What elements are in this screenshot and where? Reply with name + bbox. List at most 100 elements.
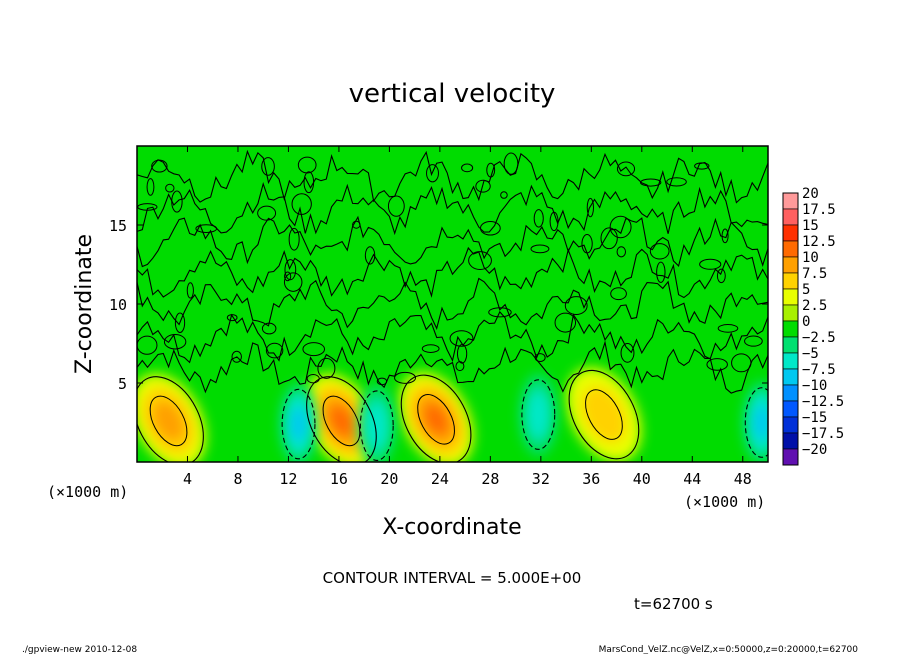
x-axis-label: X-coordinate	[382, 515, 521, 540]
eddy-contour	[284, 271, 292, 282]
colorbar-label: −2.5	[802, 330, 836, 346]
eddy-contour	[721, 228, 729, 244]
x-tick-label: 20	[380, 470, 398, 488]
x-unit-label: (×1000 m)	[684, 493, 765, 511]
contour-interval-note: CONTOUR INTERVAL = 5.000E+00	[323, 569, 582, 587]
zero-contour	[137, 149, 768, 204]
eddy-contour	[534, 353, 546, 363]
colorbar-label: 5	[802, 282, 810, 298]
colorbar-label: −5	[802, 346, 819, 362]
eddy-contour	[731, 353, 752, 373]
eddy-contour	[717, 324, 739, 333]
y-unit-label: (×1000 m)	[47, 483, 128, 501]
colorbar-label: 15	[802, 218, 819, 234]
zero-contour	[137, 277, 768, 330]
footer-left: ./gpview-new 2010-12-08	[22, 645, 137, 654]
colorbar-swatch	[782, 240, 799, 258]
x-axis-ticks: 4 8 12 16 20 24 28 32 36 40 44 48	[183, 146, 752, 488]
zero-contour	[137, 182, 768, 236]
eddy-contour	[620, 343, 635, 363]
eddy-contour	[376, 377, 388, 386]
eddy-contour	[616, 246, 626, 258]
time-note: t=62700 s	[634, 595, 713, 613]
eddy-contour	[317, 357, 336, 379]
eddy-contour	[394, 371, 417, 384]
colorbar-swatch	[782, 304, 799, 322]
eddy-contour	[288, 227, 300, 251]
colorbar-swatch	[782, 384, 799, 402]
colorbar: 2017.51512.5107.552.50−2.5−5−7.5−10−12.5…	[782, 186, 844, 466]
eddy-contour	[503, 152, 519, 175]
colorbar-swatch	[782, 368, 799, 386]
eddy-contour	[387, 195, 405, 217]
downdraft-cell	[742, 381, 768, 462]
velocity-field	[137, 367, 768, 462]
eddy-contour	[352, 220, 361, 229]
colorbar-label: −10	[802, 378, 827, 394]
updraft-inner-contour	[149, 395, 188, 447]
zero-contour	[137, 340, 768, 394]
colorbar-label: −20	[802, 442, 827, 458]
eddy-contour	[421, 344, 440, 353]
eddy-contour	[171, 190, 183, 213]
x-tick-label: 8	[233, 470, 242, 488]
colorbar-swatch	[782, 208, 799, 226]
eddy-contour	[302, 342, 326, 357]
eddy-contour	[146, 178, 155, 196]
colorbar-swatch	[782, 272, 799, 290]
eddy-contour	[639, 178, 662, 187]
colorbar-swatch	[782, 448, 799, 466]
eddy-contour	[257, 205, 277, 221]
colorbar-label: 7.5	[802, 266, 827, 282]
chart-title: vertical velocity	[349, 79, 556, 109]
updraft-cell	[303, 373, 379, 462]
y-tick-label: 15	[109, 217, 127, 235]
eddy-contour	[666, 177, 687, 187]
plot-area	[137, 146, 768, 462]
colorbar-label: −15	[802, 410, 827, 426]
eddy-contour	[174, 312, 186, 333]
colorbar-frame	[782, 192, 799, 466]
colorbar-label: 17.5	[802, 202, 836, 218]
eddy-contour	[486, 162, 496, 178]
updraft-inner-contour	[322, 395, 361, 447]
eddy-contour	[303, 171, 315, 194]
eddy-contour	[699, 258, 722, 270]
colorbar-swatch	[782, 416, 799, 434]
x-tick-label: 28	[481, 470, 499, 488]
eddy-contour	[586, 197, 595, 218]
colorbar-swatch	[782, 320, 799, 338]
eddy-contour	[297, 156, 317, 174]
eddy-contour	[706, 358, 728, 371]
x-tick-label: 44	[683, 470, 701, 488]
eddy-contour	[533, 209, 544, 228]
eddy-contour	[456, 343, 468, 364]
x-tick-label: 16	[330, 470, 348, 488]
zero-contour	[137, 246, 768, 299]
eddy-contour	[479, 220, 501, 236]
eddy-contour	[283, 272, 303, 292]
eddy-contour	[468, 251, 492, 270]
colorbar-label: 2.5	[802, 298, 827, 314]
y-tick-label: 10	[109, 296, 127, 314]
colorbar-swatch	[782, 432, 799, 450]
colorbar-label: −12.5	[802, 394, 844, 410]
updraft-contour	[137, 376, 204, 462]
zero-contour	[137, 215, 768, 268]
colorbar-swatch	[782, 352, 799, 370]
eddy-contour	[195, 224, 218, 234]
eddy-contour	[231, 350, 242, 363]
downdraft-contour	[281, 388, 316, 460]
y-axis-ticks: 5 10 15	[109, 217, 768, 393]
eddy-contour	[581, 234, 593, 254]
downdraft-contour	[359, 390, 394, 461]
eddy-contour	[261, 157, 275, 176]
eddy-contour	[151, 159, 168, 173]
y-tick-label: 5	[118, 375, 127, 393]
footer-right: MarsCond_VelZ.nc@VelZ,x=0:50000,z=0:2000…	[599, 645, 859, 654]
colorbar-label: −7.5	[802, 362, 836, 378]
updraft-contour	[400, 374, 472, 462]
x-tick-label: 24	[431, 470, 449, 488]
downdraft-contour	[744, 387, 768, 458]
